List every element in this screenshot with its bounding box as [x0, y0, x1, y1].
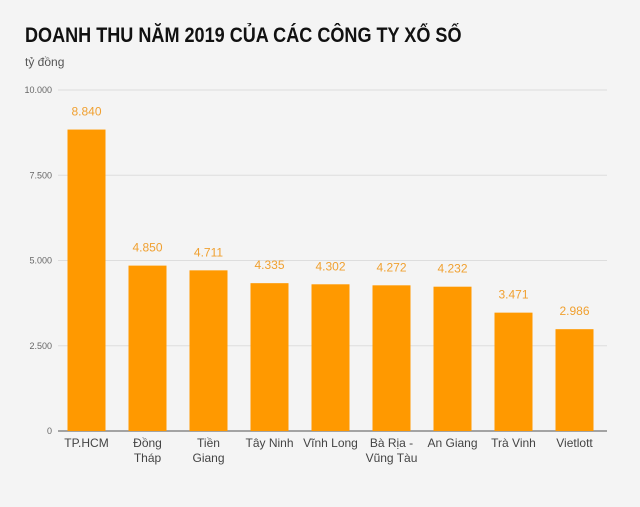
- x-tick-label: Vietlott: [556, 436, 593, 450]
- data-label: 4.711: [194, 245, 223, 259]
- data-label: 3.471: [498, 288, 528, 302]
- y-tick-label: 5.000: [29, 256, 52, 266]
- x-tick-label: Giang: [192, 451, 224, 465]
- data-label: 4.850: [132, 241, 162, 255]
- bar: [494, 312, 533, 431]
- bar: [311, 284, 350, 431]
- x-tick-label: Vĩnh Long: [303, 436, 358, 450]
- y-tick-label: 10.000: [24, 85, 52, 95]
- x-tick-label: An Giang: [427, 436, 477, 450]
- bar: [67, 129, 106, 431]
- x-tick-label: TP.HCM: [64, 436, 108, 450]
- x-tick-label: Tiền: [197, 436, 220, 450]
- bar: [433, 286, 472, 431]
- data-label: 4.232: [437, 262, 467, 276]
- data-label: 4.272: [376, 260, 406, 274]
- y-tick-label: 0: [47, 426, 52, 436]
- x-tick-label: Bà Rịa -: [370, 436, 413, 450]
- bar: [128, 265, 167, 431]
- chart-title: DOANH THU NĂM 2019 CỦA CÁC CÔNG TY XỔ SỐ: [25, 24, 462, 47]
- x-tick-label: Đồng: [133, 436, 162, 450]
- y-tick-label: 7.500: [29, 170, 52, 180]
- bar: [372, 285, 411, 431]
- bar: [250, 283, 289, 431]
- data-label: 4.335: [254, 258, 284, 272]
- bar: [555, 329, 594, 431]
- bar: [189, 270, 228, 431]
- y-axis-unit: tỷ đồng: [25, 55, 65, 69]
- x-tick-label: Trà Vinh: [491, 436, 536, 450]
- x-tick-label: Tây Ninh: [245, 436, 293, 450]
- data-label: 8.840: [71, 105, 101, 119]
- x-tick-label: Tháp: [134, 451, 162, 465]
- data-label: 2.986: [559, 304, 589, 318]
- x-tick-label: Vũng Tàu: [366, 451, 418, 465]
- data-label: 4.302: [315, 259, 345, 273]
- y-tick-label: 2.500: [29, 341, 52, 351]
